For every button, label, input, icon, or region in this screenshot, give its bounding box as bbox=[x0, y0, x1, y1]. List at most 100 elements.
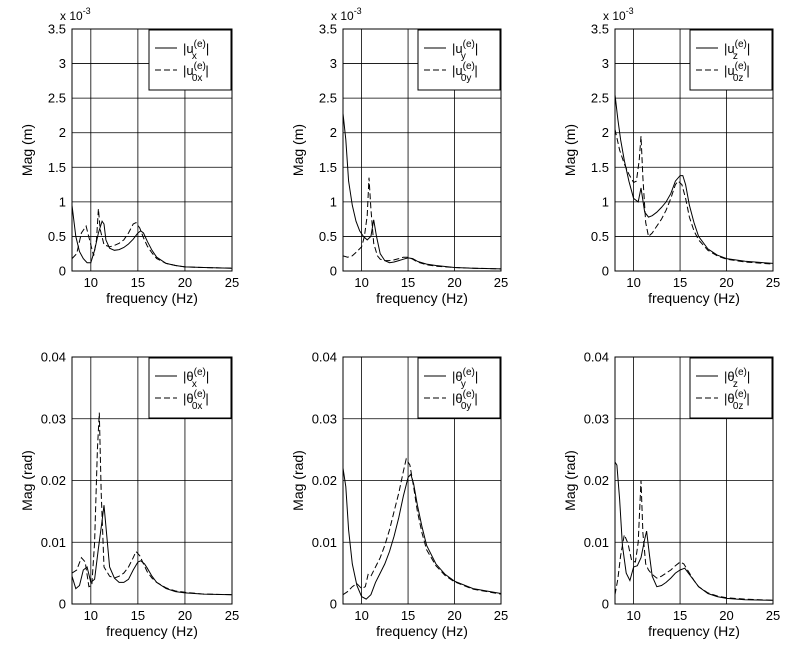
y-tick-label: 3 bbox=[59, 56, 66, 71]
x-tick-label: 25 bbox=[225, 608, 239, 623]
y-tick-label: 1 bbox=[59, 194, 66, 209]
y-tick-label: 1.5 bbox=[48, 160, 66, 175]
y-tick-label: 0 bbox=[602, 264, 609, 279]
legend: |u(e) x||u(e) 0x| bbox=[148, 29, 232, 91]
y-tick-label: 3.5 bbox=[319, 22, 337, 37]
y-tick-label: 3 bbox=[602, 56, 609, 71]
x-tick-label: 25 bbox=[494, 608, 508, 623]
y-tick-label: 0 bbox=[59, 264, 66, 279]
chart-panel-5: 10 15 20 25 0 0.01 0.02 0.03 0.04 frequency (Hz) M… bbox=[290, 350, 508, 640]
y-axis-label: Mag (m) bbox=[19, 124, 35, 176]
x-tick-label: 15 bbox=[401, 275, 415, 290]
x-tick-label: 20 bbox=[178, 275, 192, 290]
x-axis-label: frequency (Hz) bbox=[648, 623, 740, 639]
y-tick-label: 0 bbox=[602, 597, 609, 612]
y-tick-label: 0.01 bbox=[584, 535, 609, 550]
legend: |θ(e) z||θ(e) 0z| bbox=[689, 357, 773, 419]
series-line-dashed bbox=[72, 208, 232, 269]
x-tick-label: 15 bbox=[131, 275, 145, 290]
x-tick-label: 15 bbox=[673, 275, 687, 290]
axis-exponent-label: x 10-3 bbox=[331, 6, 362, 23]
x-tick-label: 10 bbox=[626, 275, 640, 290]
x-tick-label: 15 bbox=[131, 608, 145, 623]
legend-box bbox=[417, 357, 501, 419]
x-tick-label: 10 bbox=[354, 608, 368, 623]
legend-box bbox=[689, 29, 773, 91]
x-tick-label: 20 bbox=[719, 608, 733, 623]
y-tick-label: 0.04 bbox=[312, 350, 337, 365]
y-tick-label: 0.01 bbox=[312, 535, 337, 550]
x-tick-label: 20 bbox=[719, 275, 733, 290]
x-axis-label: frequency (Hz) bbox=[106, 290, 198, 306]
legend: |θ(e) x||θ(e) 0x| bbox=[148, 357, 232, 419]
y-tick-label: 0.01 bbox=[41, 535, 66, 550]
y-axis-label: Mag (rad) bbox=[19, 450, 35, 511]
legend-entry: |θ(e) 0y| bbox=[452, 389, 478, 412]
legend-entry: |θ(e) x| bbox=[183, 367, 209, 390]
y-tick-label: 2 bbox=[602, 125, 609, 140]
x-axis-label: frequency (Hz) bbox=[376, 290, 468, 306]
y-axis-label: Mag (m) bbox=[290, 124, 306, 176]
y-tick-label: 0.04 bbox=[584, 350, 609, 365]
y-tick-label: 0 bbox=[330, 597, 337, 612]
x-tick-label: 10 bbox=[84, 608, 98, 623]
y-tick-label: 0.02 bbox=[41, 473, 66, 488]
x-tick-label: 10 bbox=[626, 608, 640, 623]
y-tick-label: 0 bbox=[59, 597, 66, 612]
chart-panel-2: 10 15 20 25 0 0.5 1 1.5 2 2.5 3 3.5x 10-3 frequency … bbox=[290, 6, 508, 306]
y-tick-label: 2.5 bbox=[591, 91, 609, 106]
y-axis-label: Mag (m) bbox=[562, 124, 578, 176]
series-line-dashed bbox=[343, 177, 501, 270]
y-axis-label: Mag (rad) bbox=[562, 450, 578, 511]
y-tick-label: 0.04 bbox=[41, 350, 66, 365]
series-line-solid bbox=[72, 205, 232, 269]
y-tick-label: 0.03 bbox=[41, 411, 66, 426]
legend-entry: |θ(e) z| bbox=[724, 367, 750, 390]
x-axis-label: frequency (Hz) bbox=[648, 290, 740, 306]
x-axis-label: frequency (Hz) bbox=[106, 623, 198, 639]
y-tick-label: 0.03 bbox=[312, 411, 337, 426]
x-tick-label: 20 bbox=[447, 608, 461, 623]
legend-entry: |u(e) 0x| bbox=[183, 61, 209, 84]
y-tick-label: 3 bbox=[330, 56, 337, 71]
x-tick-label: 20 bbox=[447, 275, 461, 290]
chart-panel-3: 10 15 20 25 0 0.5 1 1.5 2 2.5 3 3.5x 10-3 frequency … bbox=[562, 6, 780, 306]
y-tick-label: 1 bbox=[330, 194, 337, 209]
y-tick-label: 0 bbox=[330, 264, 337, 279]
legend-entry: |θ(e) 0x| bbox=[183, 389, 209, 412]
legend-entry: |u(e) x| bbox=[183, 39, 209, 62]
legend-entry: |u(e) z| bbox=[724, 39, 750, 62]
y-tick-label: 3.5 bbox=[48, 22, 66, 37]
x-tick-label: 10 bbox=[84, 275, 98, 290]
legend: |u(e) z||u(e) 0z| bbox=[689, 29, 773, 91]
x-tick-label: 15 bbox=[673, 608, 687, 623]
x-tick-label: 25 bbox=[494, 275, 508, 290]
y-tick-label: 2.5 bbox=[48, 91, 66, 106]
y-tick-label: 2.5 bbox=[319, 91, 337, 106]
axis-exponent-label: x 10-3 bbox=[60, 6, 91, 23]
series-line-solid bbox=[72, 505, 232, 596]
y-axis-label: Mag (rad) bbox=[290, 450, 306, 511]
series-line-solid bbox=[615, 94, 773, 264]
x-tick-label: 15 bbox=[401, 608, 415, 623]
legend-entry: |θ(e) 0z| bbox=[724, 389, 750, 412]
legend-entry: |u(e) 0z| bbox=[724, 61, 750, 84]
x-tick-label: 25 bbox=[766, 275, 780, 290]
legend-entry: |u(e) y| bbox=[452, 39, 478, 62]
legend-entry: |θ(e) y| bbox=[452, 367, 478, 390]
legend-box bbox=[148, 29, 232, 91]
x-tick-label: 25 bbox=[766, 608, 780, 623]
y-tick-label: 2 bbox=[59, 125, 66, 140]
series-line-solid bbox=[343, 468, 501, 600]
y-tick-label: 0.5 bbox=[48, 229, 66, 244]
y-tick-label: 0.5 bbox=[591, 229, 609, 244]
y-tick-label: 0.02 bbox=[312, 473, 337, 488]
chart-panel-6: 10 15 20 25 0 0.01 0.02 0.03 0.04 frequency (Hz) M… bbox=[562, 350, 780, 640]
y-tick-label: 2 bbox=[330, 125, 337, 140]
series-line-dashed bbox=[615, 129, 773, 265]
x-tick-label: 10 bbox=[354, 275, 368, 290]
chart-panel-4: 10 15 20 25 0 0.01 0.02 0.03 0.04 frequency (Hz) M… bbox=[19, 350, 239, 640]
x-tick-label: 20 bbox=[178, 608, 192, 623]
y-tick-label: 0.02 bbox=[584, 473, 609, 488]
legend-box bbox=[417, 29, 501, 91]
